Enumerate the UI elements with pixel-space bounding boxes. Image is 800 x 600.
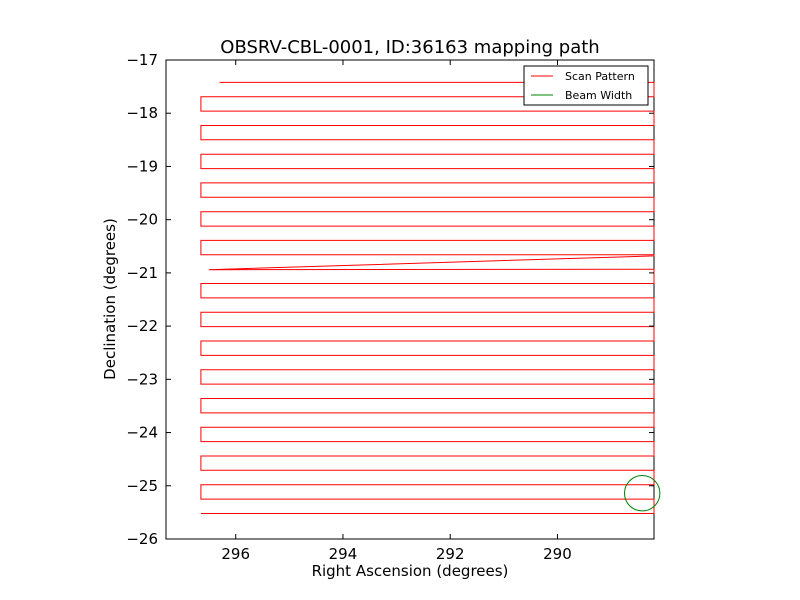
- x-tick-label: 294: [329, 545, 358, 563]
- x-tick-label: 290: [543, 545, 572, 563]
- plot-frame: [165, 59, 655, 540]
- beam-width-series: [624, 475, 661, 512]
- y-tick-label: −23: [126, 370, 158, 388]
- legend-box: [523, 65, 649, 106]
- y-tick-label: −20: [126, 211, 158, 229]
- y-tick-label: −25: [126, 477, 158, 495]
- y-tick-label: −26: [126, 530, 158, 548]
- legend: Scan Pattern Beam Width: [523, 65, 649, 106]
- legend-scan-label: Scan Pattern: [565, 70, 635, 83]
- plot-area: [165, 59, 661, 540]
- x-axis: 296 294 292 290: [221, 60, 572, 563]
- y-axis-label: Declination (degrees): [101, 218, 119, 380]
- y-axis: −17 −18 −19 −20 −21 −22 −23 −24 −25 −26: [126, 51, 654, 548]
- y-tick-label: −21: [126, 264, 158, 282]
- y-tick-label: −18: [126, 104, 158, 122]
- x-tick-label: 296: [221, 545, 250, 563]
- x-tick-label: 292: [436, 545, 465, 563]
- y-tick-label: −22: [126, 317, 158, 335]
- scan-pattern-series: [200, 81, 655, 514]
- y-tick-label: −19: [126, 157, 158, 175]
- y-tick-label: −17: [126, 51, 158, 69]
- beam-width-circle: [624, 475, 661, 512]
- legend-beam-label: Beam Width: [565, 89, 632, 102]
- chart-title: OBSRV-CBL-0001, ID:36163 mapping path: [220, 37, 599, 58]
- y-tick-label: −24: [126, 424, 158, 442]
- x-axis-label: Right Ascension (degrees): [312, 562, 509, 580]
- scan-pattern-line: [200, 81, 655, 514]
